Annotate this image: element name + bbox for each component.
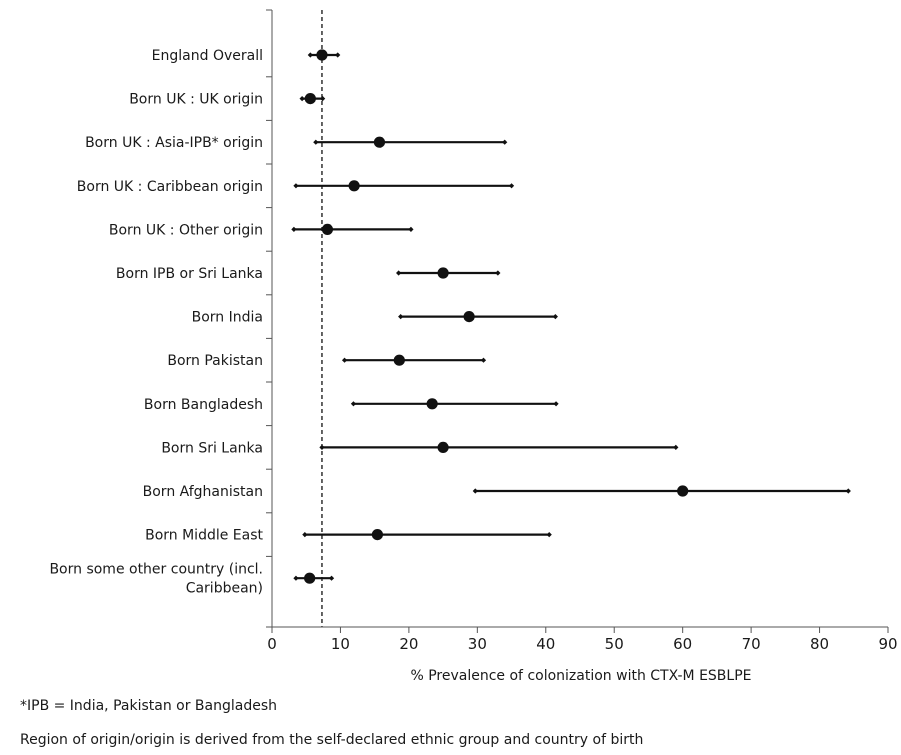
forest-row <box>299 93 326 105</box>
forest-plot: 0 10 20 30 40 50 60 70 80 90 England Overall Born … <box>49 9 898 684</box>
x-tick-label: 60 <box>673 635 692 653</box>
footnote-ipb: *IPB = India, Pakistan or Bangladesh <box>20 698 277 714</box>
x-tick-label: 70 <box>742 635 761 653</box>
point-estimate <box>373 136 386 148</box>
point-estimate <box>463 311 475 323</box>
forest-row <box>350 398 559 410</box>
x-tick-label: 30 <box>468 635 487 653</box>
ci-end-marker <box>293 183 299 189</box>
ci-end-marker <box>335 52 341 58</box>
ci-end-marker <box>319 444 325 450</box>
ci-end-marker <box>673 444 679 450</box>
x-tick-label: 80 <box>810 635 829 653</box>
footnote-origin: Region of origin/origin is derived from … <box>20 732 644 748</box>
x-tick-label: 0 <box>267 635 277 653</box>
category-label: Born UK : Asia-IPB* origin <box>85 135 263 151</box>
ci-end-marker <box>398 314 404 320</box>
point-estimate <box>304 572 316 584</box>
forest-row <box>302 529 552 541</box>
x-axis-title: % Prevalence of colonization with CTX-M … <box>410 668 751 684</box>
category-label: Caribbean) <box>186 581 263 597</box>
point-estimate <box>304 93 316 105</box>
category-label: Born UK : Other origin <box>109 222 263 238</box>
point-estimate <box>437 441 449 453</box>
ci-end-marker <box>350 401 357 407</box>
forest-row <box>307 49 341 61</box>
category-label: Born Middle East <box>145 528 263 544</box>
forest-row <box>291 223 414 235</box>
ci-end-marker <box>502 139 508 145</box>
forest-row <box>313 136 508 148</box>
category-label: England Overall <box>152 48 263 64</box>
point-estimate <box>437 267 449 279</box>
ci-end-marker <box>293 575 299 581</box>
ci-end-marker <box>341 357 348 363</box>
point-estimate <box>371 529 384 541</box>
ci-end-marker <box>299 96 305 102</box>
ci-end-marker <box>396 270 402 276</box>
x-tick-label: 20 <box>399 635 418 653</box>
category-label: Born Afghanistan <box>143 484 263 500</box>
x-tick-label: 90 <box>878 635 897 653</box>
ci-end-marker <box>408 226 414 232</box>
ci-end-marker <box>307 52 313 58</box>
category-label: Born UK : Caribbean origin <box>77 179 263 195</box>
category-label: Born some other country (incl. <box>49 562 263 578</box>
forest-row <box>319 441 679 453</box>
forest-row <box>293 572 335 584</box>
ci-end-marker <box>472 488 478 494</box>
point-estimate <box>677 485 689 497</box>
ci-end-marker <box>845 488 851 494</box>
point-estimate <box>348 180 360 192</box>
point-estimate <box>393 354 405 366</box>
ci-end-marker <box>320 96 326 102</box>
category-label: Born Bangladesh <box>144 397 263 413</box>
forest-row <box>472 485 851 497</box>
forest-row <box>293 180 515 192</box>
category-label: Born IPB or Sri Lanka <box>116 266 263 282</box>
x-tick-label: 50 <box>605 635 624 653</box>
ci-end-marker <box>552 314 558 320</box>
forest-row <box>398 311 558 323</box>
point-estimate <box>316 49 328 61</box>
ci-end-marker <box>508 183 515 189</box>
ci-end-marker <box>553 401 559 407</box>
category-label: Born UK : UK origin <box>129 92 263 108</box>
category-label: Born Sri Lanka <box>161 440 263 456</box>
ci-end-marker <box>495 270 501 276</box>
ci-end-marker <box>328 575 335 581</box>
ci-end-marker <box>546 532 552 538</box>
forest-row <box>396 267 501 279</box>
point-estimate <box>426 398 438 410</box>
ci-end-marker <box>291 226 297 232</box>
category-label: Born Pakistan <box>167 353 263 369</box>
x-tick-label: 40 <box>536 635 555 653</box>
ci-end-marker <box>313 139 319 145</box>
ci-end-marker <box>480 357 487 363</box>
forest-row <box>341 354 487 366</box>
point-estimate <box>321 223 334 235</box>
ci-end-marker <box>302 532 308 538</box>
x-tick-label: 10 <box>331 635 350 653</box>
category-label: Born India <box>192 310 263 326</box>
